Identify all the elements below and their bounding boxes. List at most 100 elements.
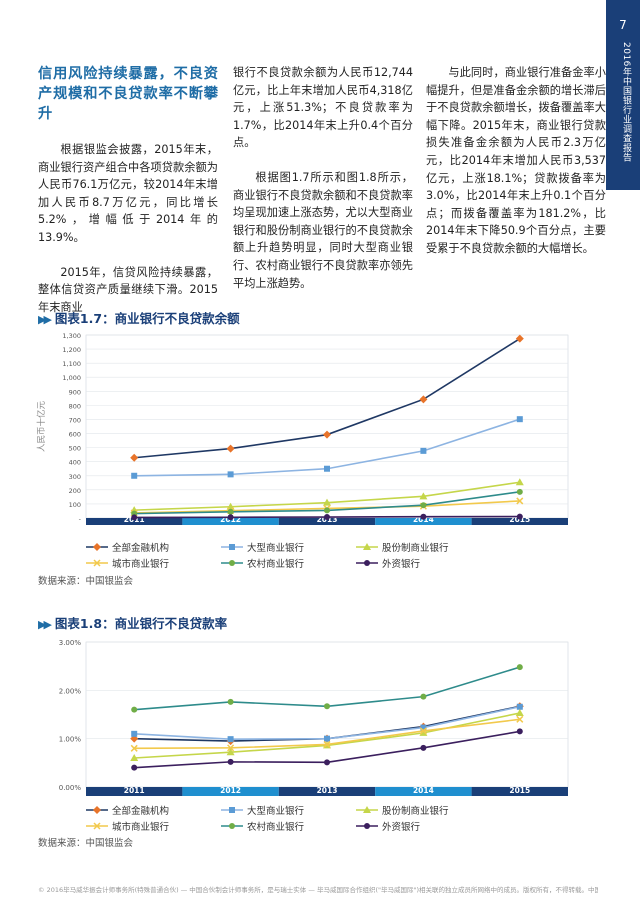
data-point [227, 514, 234, 521]
data-point [131, 730, 138, 737]
legend-label: 大型商业银行 [247, 806, 305, 817]
data-point [227, 508, 234, 515]
legend-swatch-marker [229, 544, 235, 550]
chart-1-title-text: 图表1.7：商业银行不良贷款余额 [54, 311, 240, 326]
data-point [516, 728, 523, 735]
chart-2-legend: 全部金融机构 大型商业银行 股份制商业银行 城市商业银行 农村商业银行 外资银行 [86, 803, 546, 837]
data-point [324, 465, 330, 472]
legend-swatch [221, 544, 243, 550]
data-point [323, 498, 331, 506]
data-point [420, 724, 427, 731]
data-point [226, 444, 235, 453]
data-point [227, 736, 234, 743]
legend-swatch [86, 806, 108, 814]
legend-swatch-marker [363, 806, 371, 813]
article-heading: 信用风险持续暴露，不良资产规模和不良贷款率不断攀升 [38, 66, 218, 122]
data-point [419, 395, 428, 404]
article-column-2: 银行不良贷款余额为人民币12,744亿元，比上年末增加人民币4,318亿元，上涨… [233, 64, 413, 309]
data-point [515, 478, 524, 486]
data-point [130, 754, 139, 761]
data-point [131, 514, 138, 521]
legend-swatch-marker [93, 559, 101, 567]
data-point [324, 703, 330, 710]
chart-2-title: ▶▶ 图表1.8：商业银行不良贷款率 [38, 613, 227, 632]
y-tick-label: 600 [69, 431, 81, 439]
x-axis-band [182, 518, 279, 525]
legend-swatch [86, 543, 108, 551]
data-point [516, 664, 523, 671]
y-tick-label: 100 [69, 501, 81, 509]
x-axis-band [278, 518, 376, 525]
x-tick-label: 2014 [413, 786, 434, 795]
legend-item: 外资银行 [356, 556, 420, 570]
page-number: 7 [619, 18, 627, 32]
data-point [516, 703, 523, 710]
y-tick-label: 1,000 [62, 374, 81, 382]
legend-swatch [356, 823, 378, 829]
legend-swatch-marker [363, 543, 371, 550]
data-point [131, 706, 138, 713]
x-tick-label: 2013 [317, 786, 338, 795]
legend-item: 股份制商业银行 [356, 540, 449, 554]
data-point [516, 416, 523, 423]
y-tick-label: 900 [69, 388, 81, 396]
y-tick-label: - [79, 515, 82, 523]
legend-swatch [356, 543, 378, 550]
y-tick-label: 800 [69, 402, 81, 410]
data-point [420, 502, 427, 509]
legend-item: 城市商业银行 [86, 556, 169, 570]
data-point [516, 488, 523, 495]
data-point [227, 758, 234, 765]
x-tick-label: 2011 [124, 786, 145, 795]
data-point [515, 334, 524, 343]
legend-item: 农村商业银行 [221, 556, 304, 570]
chart-1-title: ▶▶ 图表1.7：商业银行不良贷款余额 [38, 308, 240, 327]
legend-swatch [86, 559, 108, 567]
legend-item: 城市商业银行 [86, 819, 169, 833]
legend-label: 全部金融机构 [112, 543, 170, 554]
x-tick-label: 2015 [509, 786, 530, 795]
legend-label: 股份制商业银行 [382, 543, 449, 554]
legend-item: 大型商业银行 [221, 540, 304, 554]
data-point [420, 693, 427, 700]
legend-swatch-marker [93, 806, 101, 814]
legend-swatch-marker [93, 822, 101, 830]
y-tick-label: 700 [69, 416, 81, 424]
data-point [131, 472, 138, 479]
paragraph: 根据图1.7所示和图1.8所示，商业银行不良贷款余额和不良贷款率均呈现加速上涨态… [233, 170, 413, 290]
data-point [130, 453, 139, 462]
y-tick-label: 200 [69, 487, 81, 495]
legend-label: 城市商业银行 [112, 822, 170, 833]
y-tick-label: 500 [69, 445, 81, 453]
y-axis-label: 人民币十亿元 [36, 401, 47, 453]
legend-item: 股份制商业银行 [356, 803, 449, 817]
arrow-icon: ▶▶ [38, 618, 52, 631]
data-point [419, 728, 428, 736]
legend-swatch-marker [364, 560, 370, 566]
legend-item: 外资银行 [356, 819, 420, 833]
data-point [130, 744, 138, 752]
legend-label: 大型商业银行 [247, 543, 305, 554]
y-tick-label: 3.00% [59, 639, 82, 647]
chart-1-legend: 全部金融机构 大型商业银行 股份制商业银行城市商业银行 农村商业银行 外资银行 [86, 540, 546, 574]
data-point [516, 513, 523, 520]
data-point [324, 507, 330, 514]
chart-1-source: 数据来源：中国银监会 [38, 576, 134, 587]
paragraph: 与此同时，商业银行准备金率小幅提升，但是准备金余额的增长滞后于不良贷款余额增长，… [426, 66, 606, 255]
legend-swatch [221, 823, 243, 829]
legend-label: 农村商业银行 [247, 559, 305, 570]
data-point [227, 471, 234, 478]
legend-swatch [356, 806, 378, 813]
y-tick-label: 0.00% [59, 784, 82, 792]
data-point [515, 709, 524, 717]
legend-swatch-marker [229, 823, 235, 829]
legend-label: 城市商业银行 [112, 559, 170, 570]
legend-swatch-marker [364, 823, 370, 829]
data-point [324, 514, 330, 521]
data-point [516, 497, 524, 505]
data-point [227, 698, 234, 705]
legend-label: 外资银行 [382, 822, 421, 833]
legend-label: 外资银行 [382, 559, 421, 570]
data-point [323, 740, 331, 748]
legend-swatch [221, 560, 243, 566]
